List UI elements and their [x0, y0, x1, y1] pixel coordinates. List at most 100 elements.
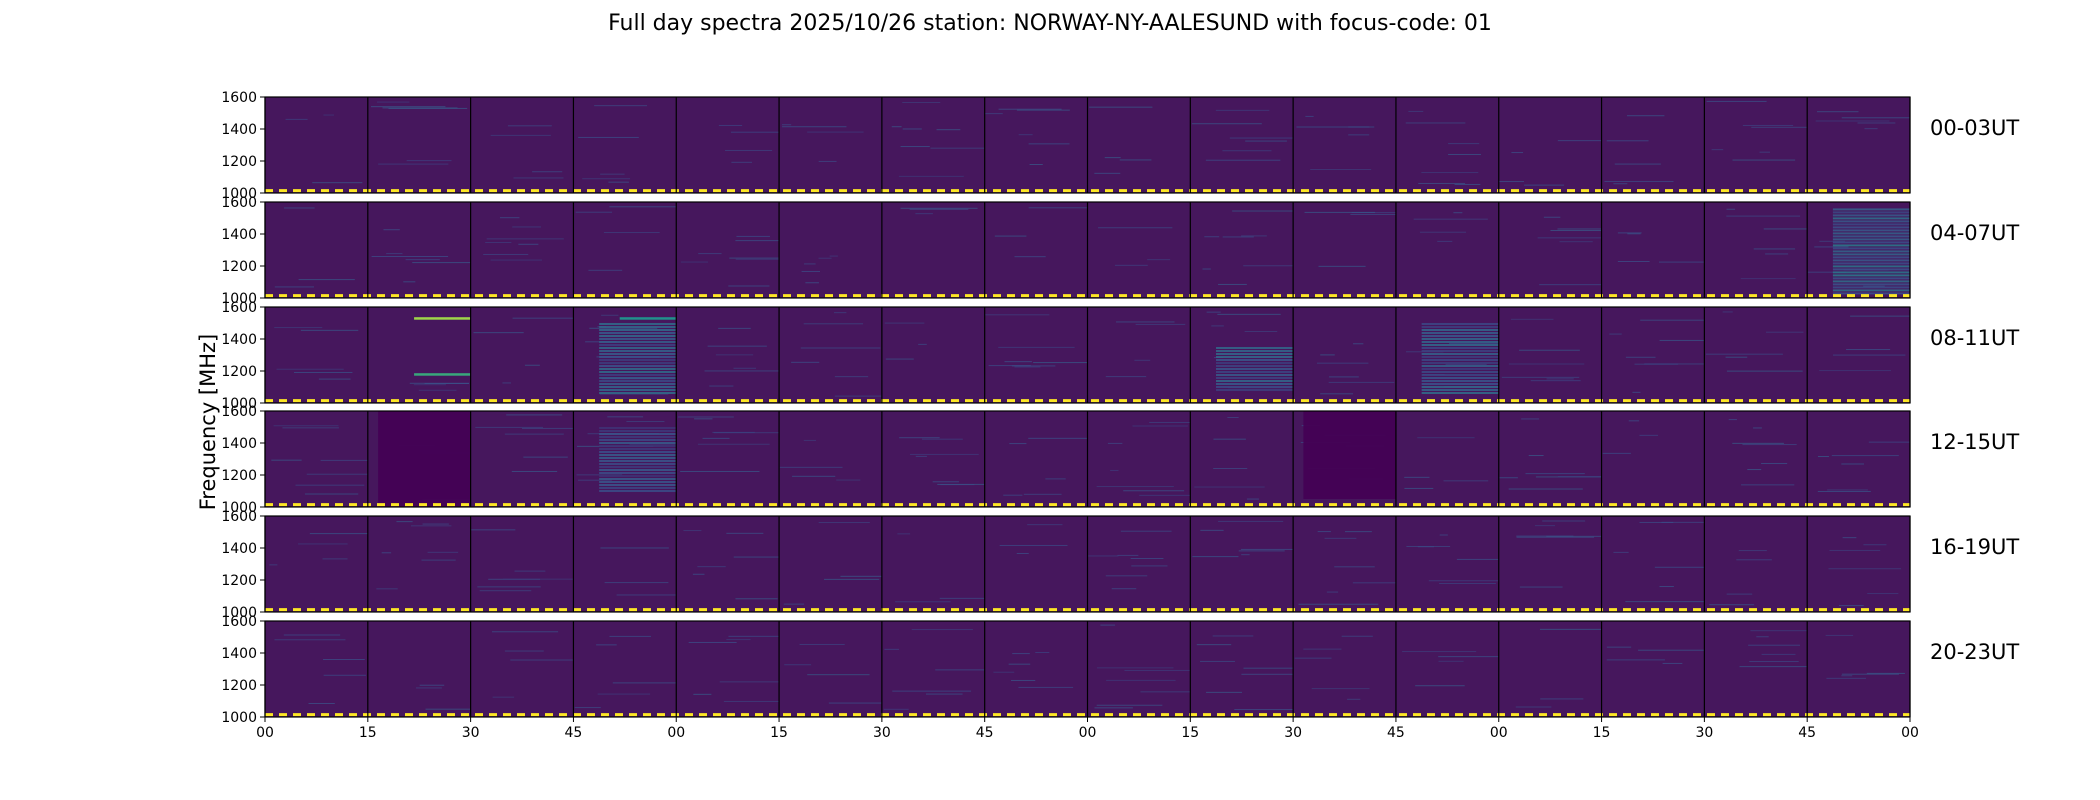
rfi-streak: [1011, 365, 1056, 367]
rfi-streak: [1134, 359, 1151, 361]
rfi-streak: [1628, 420, 1640, 422]
interference-band: [1216, 350, 1294, 352]
rfi-streak: [490, 134, 551, 136]
interference-band: [1421, 341, 1499, 343]
interference-band: [599, 329, 677, 331]
rfi-streak: [588, 269, 623, 271]
rfi-streak: [507, 125, 552, 127]
rfi-streak: [1546, 535, 1602, 537]
interference-band: [1832, 268, 1910, 271]
interference-band: [1216, 356, 1294, 358]
rfi-streak: [597, 693, 651, 695]
rfi-streak: [1741, 484, 1795, 486]
rfi-streak: [1761, 653, 1796, 655]
rfi-streak: [298, 543, 348, 545]
rfi-streak: [427, 551, 459, 553]
spectra-row-16-19: 1600 1400 1200 1000 16-19UT: [221, 509, 2019, 621]
rfi-streak: [1439, 583, 1496, 585]
emission-line: [619, 317, 677, 320]
rfi-streak: [1658, 261, 1705, 263]
rfi-streak: [1404, 487, 1434, 489]
rfi-streak: [309, 533, 368, 535]
rfi-streak: [382, 107, 458, 109]
rfi-streak: [911, 629, 973, 631]
broadband-interference: [1832, 208, 1910, 295]
rfi-streak: [504, 650, 544, 652]
interference-band: [599, 350, 677, 352]
rfi-streak: [1328, 376, 1359, 378]
rfi-streak: [1448, 153, 1481, 155]
rfi-streak: [891, 126, 902, 128]
rfi-streak: [388, 107, 468, 109]
interference-band: [1216, 389, 1294, 391]
rfi-streak: [900, 146, 930, 148]
rfi-streak: [609, 206, 677, 208]
rfi-streak: [1606, 140, 1649, 142]
spectrum-panel: [1395, 97, 1499, 193]
rfi-streak: [412, 262, 471, 264]
rfi-streak: [1202, 268, 1211, 270]
rfi-streak: [1706, 100, 1767, 102]
rfi-streak: [574, 707, 601, 709]
rfi-streak: [1344, 531, 1372, 533]
rfi-streak: [1662, 662, 1683, 664]
rfi-streak: [1751, 126, 1808, 128]
spectrum-panel: [265, 621, 368, 717]
rfi-streak: [1241, 673, 1293, 675]
spectrum-panel: [265, 516, 368, 612]
rfi-streak: [425, 708, 471, 710]
broadband-interference: [599, 427, 677, 492]
y-tick-label: 1000: [221, 291, 257, 307]
rfi-streak: [1499, 477, 1518, 479]
rfi-streak: [1018, 686, 1074, 688]
rfi-streak: [782, 126, 847, 128]
interference-band: [599, 487, 677, 489]
interference-band: [599, 478, 677, 480]
rfi-streak: [1352, 582, 1396, 584]
spectra-row-00-03: 1600 1400 1200 1000 00-03UT: [221, 90, 2019, 202]
rfi-streak: [834, 395, 882, 397]
rfi-streak: [1753, 427, 1762, 429]
rfi-streak: [1842, 537, 1857, 539]
interference-band: [599, 469, 677, 471]
rfi-streak: [1841, 463, 1865, 465]
y-tick-label: 1600: [221, 195, 257, 211]
rfi-streak: [1659, 586, 1674, 588]
rfi-streak: [718, 327, 751, 329]
interference-band: [599, 481, 677, 483]
rfi-streak: [1516, 535, 1574, 537]
rfi-streak: [491, 631, 559, 633]
spectrum-panel: [984, 307, 1088, 403]
spectrum-panel: [1807, 516, 1910, 612]
rfi-streak: [1654, 566, 1705, 568]
rfi-streak: [532, 171, 563, 173]
rfi-streak: [828, 702, 882, 704]
rfi-streak: [736, 235, 770, 237]
rfi-streak: [594, 105, 648, 107]
rfi-streak: [805, 282, 819, 284]
interference-band: [1832, 277, 1910, 280]
spectrum-panel: [367, 97, 471, 193]
rfi-streak: [1023, 493, 1062, 495]
rfi-streak: [915, 455, 927, 457]
interference-band: [1216, 386, 1294, 388]
interference-band: [1216, 359, 1294, 361]
x-tick-label: 45: [565, 725, 583, 741]
rfi-streak: [1124, 669, 1191, 671]
rfi-streak: [1428, 580, 1499, 582]
rfi-streak: [413, 384, 446, 386]
rfi-streak: [1206, 691, 1242, 693]
rfi-streak: [285, 118, 308, 120]
spectrum-panel: [779, 202, 882, 298]
spectrum-panel: [881, 97, 985, 193]
rfi-streak: [925, 693, 963, 695]
interference-band: [1832, 289, 1910, 292]
interference-band: [599, 347, 677, 349]
rfi-streak: [799, 643, 845, 645]
spectrum-panel: [676, 621, 780, 717]
rfi-streak: [502, 578, 574, 580]
rfi-streak: [1027, 524, 1063, 526]
spectrum-panel: [265, 307, 368, 403]
rfi-streak: [1406, 545, 1451, 547]
interference-band: [1421, 338, 1499, 340]
